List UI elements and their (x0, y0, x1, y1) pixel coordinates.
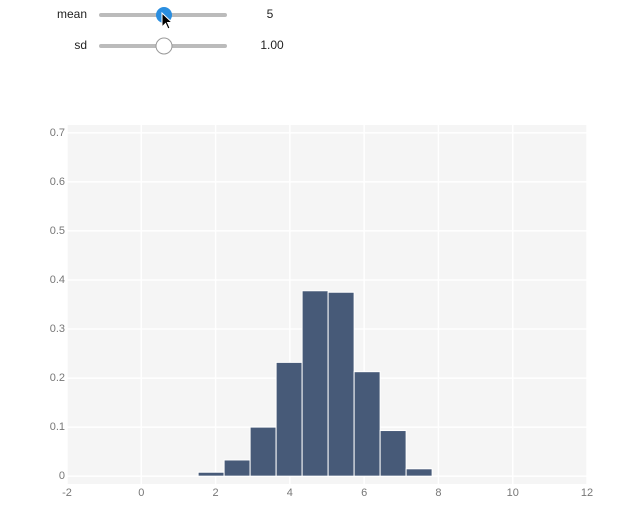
bar (405, 468, 433, 477)
slider-value: 1.00 (260, 38, 284, 52)
x-tick-label: 8 (435, 487, 441, 499)
x-tick-label: 2 (213, 487, 219, 499)
x-tick-label: 12 (581, 487, 593, 499)
y-tick-label: 0.1 (50, 421, 65, 433)
bar (379, 430, 407, 477)
x-tick-label: 6 (361, 487, 367, 499)
bar (327, 291, 355, 477)
bar (353, 371, 381, 477)
slider-label: mean (57, 7, 87, 21)
slider-knob[interactable] (155, 37, 173, 55)
bar (301, 290, 329, 477)
bar (197, 471, 225, 477)
y-tick-label: 0.3 (50, 323, 65, 335)
y-tick-label: 0.5 (50, 225, 65, 237)
bar (249, 426, 277, 477)
y-tick-label: 0.6 (50, 176, 65, 188)
bar (275, 361, 303, 477)
x-tick-label: 4 (287, 487, 293, 499)
y-tick-label: 0.4 (50, 274, 65, 286)
x-tick-label: -2 (62, 487, 72, 499)
slider-value: 5 (267, 7, 274, 21)
y-tick-label: 0 (59, 470, 65, 482)
cursor (161, 11, 174, 30)
x-tick-label: 0 (138, 487, 144, 499)
y-tick-label: 0.2 (50, 372, 65, 384)
bar (223, 459, 251, 477)
slider-label: sd (74, 38, 87, 52)
y-tick-label: 0.7 (50, 127, 65, 139)
x-tick-label: 10 (507, 487, 519, 499)
